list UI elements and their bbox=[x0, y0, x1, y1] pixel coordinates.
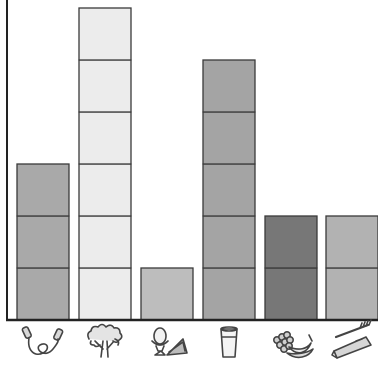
bar-broccoli bbox=[78, 7, 132, 321]
bar-segment bbox=[264, 215, 318, 269]
bananas-icon bbox=[272, 331, 314, 359]
bar-segment bbox=[202, 163, 256, 217]
bar-segment bbox=[16, 163, 70, 217]
bar-segment bbox=[78, 7, 132, 61]
bar-segment bbox=[202, 267, 256, 321]
bar-segment bbox=[78, 163, 132, 217]
broccoli-icon bbox=[87, 323, 123, 358]
bar-segment bbox=[16, 267, 70, 321]
bar-egg-and-sandwich bbox=[140, 267, 194, 321]
bar-segment bbox=[202, 111, 256, 165]
category-icons bbox=[21, 319, 372, 359]
bar-glass-of-milk bbox=[202, 59, 256, 321]
bar-jump-rope bbox=[16, 163, 70, 321]
axes-layer bbox=[6, 0, 378, 322]
milk-glass-icon bbox=[220, 326, 238, 358]
bars-layer bbox=[16, 7, 378, 321]
toothbrush-icon bbox=[331, 319, 372, 359]
bar-bananas bbox=[264, 215, 318, 321]
bar-segment bbox=[78, 59, 132, 113]
bar-segment bbox=[202, 215, 256, 269]
bar-segment bbox=[78, 215, 132, 269]
bar-segment bbox=[16, 215, 70, 269]
jump-rope-icon bbox=[21, 326, 64, 355]
bar-toothbrush-and-toothpaste bbox=[325, 215, 378, 321]
bar-segment bbox=[78, 111, 132, 165]
bar-segment bbox=[202, 59, 256, 113]
egg-sandwich-icon bbox=[151, 327, 188, 356]
bar-segment bbox=[140, 267, 194, 321]
bar-segment bbox=[325, 267, 378, 321]
bar-segment bbox=[78, 267, 132, 321]
bar-segment bbox=[325, 215, 378, 269]
bar-segment bbox=[264, 267, 318, 321]
